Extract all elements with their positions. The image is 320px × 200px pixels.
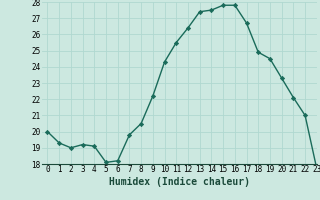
X-axis label: Humidex (Indice chaleur): Humidex (Indice chaleur)	[109, 177, 250, 187]
